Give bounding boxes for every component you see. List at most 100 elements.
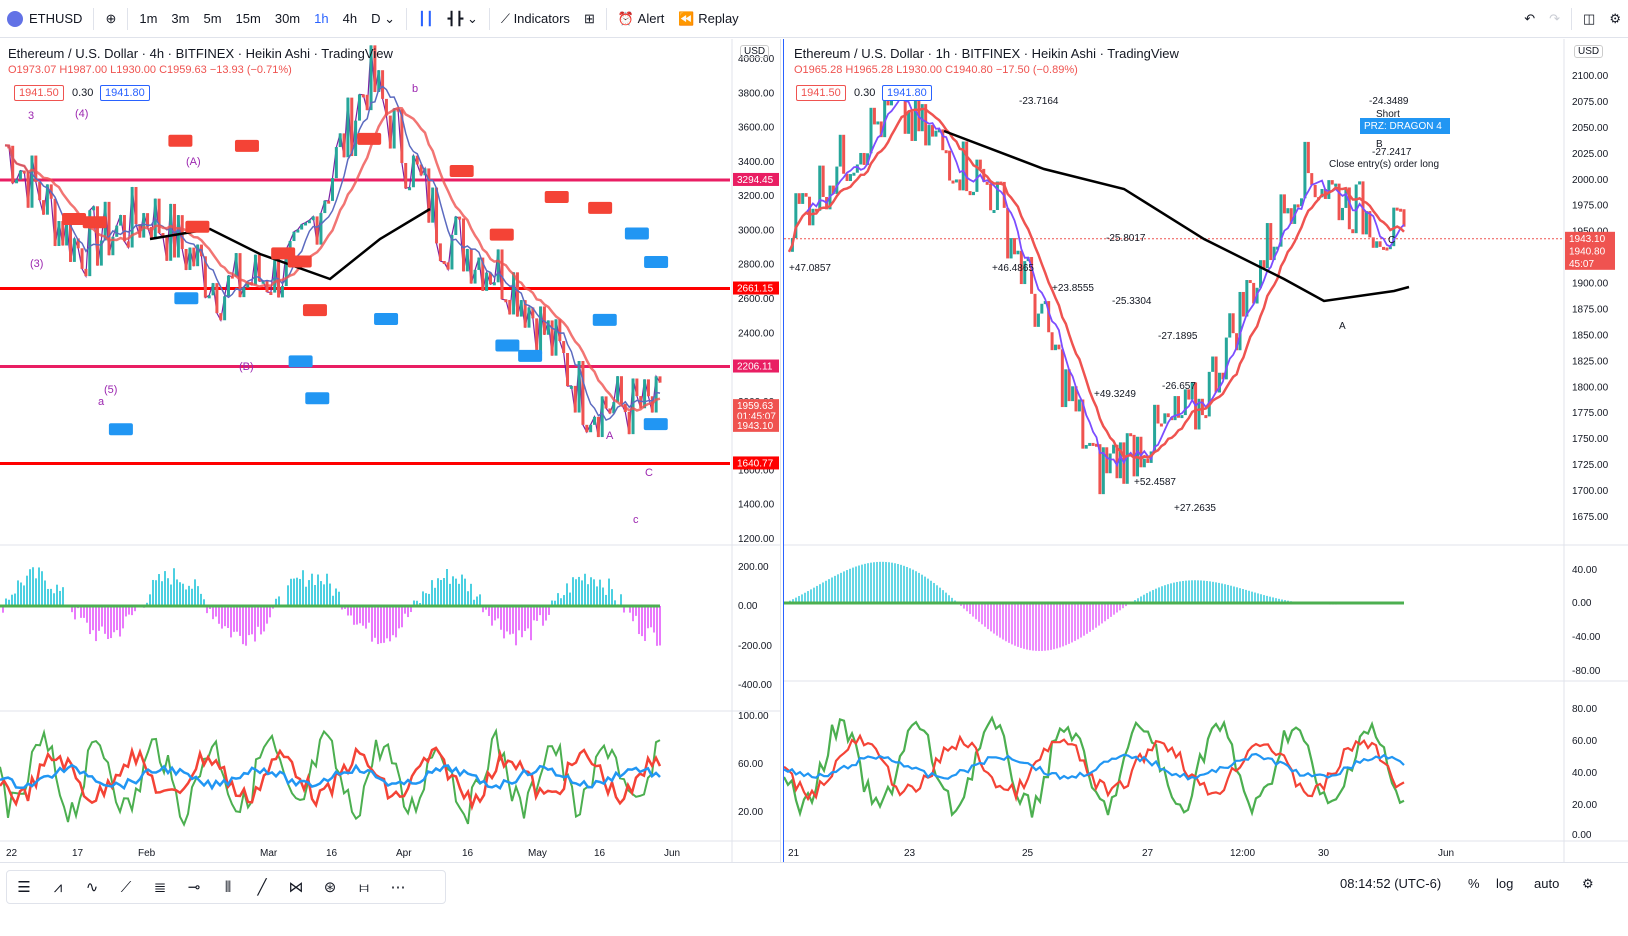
left-candle: [465, 249, 469, 272]
right-candle: [1395, 207, 1399, 211]
candles-icon: ┃┃: [418, 10, 434, 26]
right-osc1-bar: [1095, 603, 1097, 628]
drawing-toolbar: ☰ ⩘ ∿ ⟋ ≣ ⊸ ⫴ ╱ ⋈ ⊛ ⧦ ⋯: [6, 870, 446, 904]
left-sell-marker: [271, 247, 296, 260]
right-annotation: PRZ: DRAGON 4: [1364, 121, 1442, 132]
symbol-selector[interactable]: ETHUSD: [0, 0, 89, 38]
left-candle: [438, 243, 442, 262]
right-price-axis[interactable]: [1564, 39, 1628, 862]
left-osc1-bar: [656, 606, 658, 646]
settings-button[interactable]: ⚙: [1602, 0, 1628, 38]
horizontal-line-icon[interactable]: ⊸: [187, 879, 201, 896]
indicators-button[interactable]: ⟋ Indicators: [494, 0, 577, 38]
left-chart-pane[interactable]: 4000.00 3800.00 3600.00 3400.00 3200.00 3000.…: [0, 39, 781, 862]
line-icon[interactable]: ╱: [257, 879, 267, 896]
left-ask-chip[interactable]: 1941.80: [100, 85, 150, 101]
left-candle: [219, 313, 223, 321]
right-candle: [859, 152, 863, 165]
right-candle: [1057, 344, 1061, 350]
gear-icon: ⚙: [1609, 10, 1621, 26]
right-candle: [1289, 208, 1293, 224]
redo-button[interactable]: ↷: [1542, 0, 1567, 38]
left-sell-marker: [588, 201, 613, 214]
bars-pattern-icon[interactable]: ⫴: [224, 878, 232, 896]
right-candle: [1091, 442, 1095, 446]
right-chart-pane[interactable]: 2100.00 2075.00 2050.00 2025.00 2000.00 1975.…: [783, 39, 1628, 862]
alert-button[interactable]: ⏰ Alert: [611, 0, 672, 38]
alarm-clock-icon: ⏰: [617, 10, 638, 26]
left-time-tick: Mar: [260, 848, 278, 859]
right-osc1-bar: [933, 582, 935, 603]
left-candle: [130, 186, 134, 248]
undo-button[interactable]: ↶: [1517, 0, 1542, 38]
left-osc1-bar: [248, 606, 250, 636]
templates-button[interactable]: ⊞: [577, 0, 602, 38]
fib-icon[interactable]: ≣: [153, 879, 167, 896]
interval-1m[interactable]: 1m: [139, 11, 158, 26]
left-candle: [577, 361, 581, 413]
left-osc1-bar: [251, 606, 253, 635]
left-osc1-bar: [164, 571, 166, 606]
left-osc1-bar: [26, 575, 28, 606]
right-osc1-bar: [1065, 603, 1067, 646]
add-symbol-button[interactable]: ⊕: [98, 0, 123, 38]
left-currency-label[interactable]: USD: [740, 45, 770, 58]
chart-type-candles-button[interactable]: ┃┃: [411, 0, 441, 38]
percent-toggle[interactable]: %: [1468, 876, 1480, 891]
network-icon[interactable]: ⋈: [288, 879, 304, 896]
left-osc1-bar: [299, 578, 301, 606]
interval-1h[interactable]: 1h: [314, 11, 329, 26]
right-chart-canvas[interactable]: 2100.00 2075.00 2050.00 2025.00 2000.00 1975.…: [784, 39, 1628, 862]
replay-label: Replay: [698, 11, 739, 26]
right-candle: [1132, 434, 1136, 477]
layout-button[interactable]: ◫: [1576, 0, 1602, 38]
chart-type-bars-button[interactable]: ┫┣ ⌄: [441, 0, 485, 38]
interval-d[interactable]: D ⌄: [364, 0, 402, 38]
interval-15m[interactable]: 15m: [235, 11, 261, 26]
wave-pattern-icon[interactable]: ∿: [85, 879, 99, 896]
right-osc1-bar: [1017, 603, 1019, 647]
interval-5m[interactable]: 5m: [203, 11, 222, 26]
left-level-tag: 3294.45: [737, 175, 774, 186]
more-tools-icon[interactable]: ⋯: [390, 879, 406, 896]
left-candle: [639, 396, 643, 409]
right-bid-chip[interactable]: 1941.50: [796, 85, 846, 101]
right-osc1-bar: [810, 589, 812, 603]
trend-line-icon[interactable]: ⟋: [120, 878, 132, 896]
log-toggle[interactable]: log: [1496, 876, 1514, 891]
right-osc1-bar: [1047, 603, 1049, 651]
left-sell-marker: [82, 216, 107, 229]
left-osc1-bar: [38, 567, 40, 606]
right-candle: [1241, 291, 1245, 317]
settings-bottom-button[interactable]: ⚙: [1582, 876, 1594, 892]
right-osc1-bar: [1146, 593, 1148, 603]
interval-3m[interactable]: 3m: [171, 11, 190, 26]
right-osc1-bar: [1116, 603, 1118, 613]
left-osc1-bar: [611, 589, 613, 606]
right-candle: [1054, 344, 1057, 351]
right-candle: [954, 179, 958, 183]
left-bid-chip[interactable]: 1941.50: [14, 85, 64, 101]
auto-toggle[interactable]: auto: [1534, 876, 1560, 891]
right-time-tick: 27: [1142, 848, 1154, 859]
replay-button[interactable]: ⏪ Replay: [671, 0, 745, 38]
right-ask-chip[interactable]: 1941.80: [882, 85, 932, 101]
right-price-tick: 2075.00: [1572, 97, 1609, 108]
abc-pattern-icon[interactable]: ⩘: [53, 878, 63, 896]
right-osc1-bar: [1050, 603, 1052, 650]
interval-30m[interactable]: 30m: [274, 11, 301, 26]
left-candle: [566, 353, 570, 387]
right-currency-label[interactable]: USD: [1574, 45, 1604, 58]
sliders-icon[interactable]: ⧦: [359, 878, 369, 896]
left-osc1-bar: [545, 606, 547, 621]
menu-icon[interactable]: ☰: [17, 879, 31, 896]
right-candle: [814, 208, 818, 212]
left-osc1-bar: [263, 606, 265, 632]
right-candle: [1077, 399, 1081, 412]
left-chart-canvas[interactable]: 4000.003800.003600.003400.003200.003000.…: [0, 39, 781, 862]
right-osc1-bar: [1068, 603, 1070, 644]
left-osc1-bar: [533, 606, 535, 621]
magnet-icon[interactable]: ⊛: [323, 879, 337, 896]
clock-display[interactable]: 08:14:52 (UTC-6): [1340, 876, 1442, 891]
interval-4h[interactable]: 4h: [342, 11, 358, 26]
